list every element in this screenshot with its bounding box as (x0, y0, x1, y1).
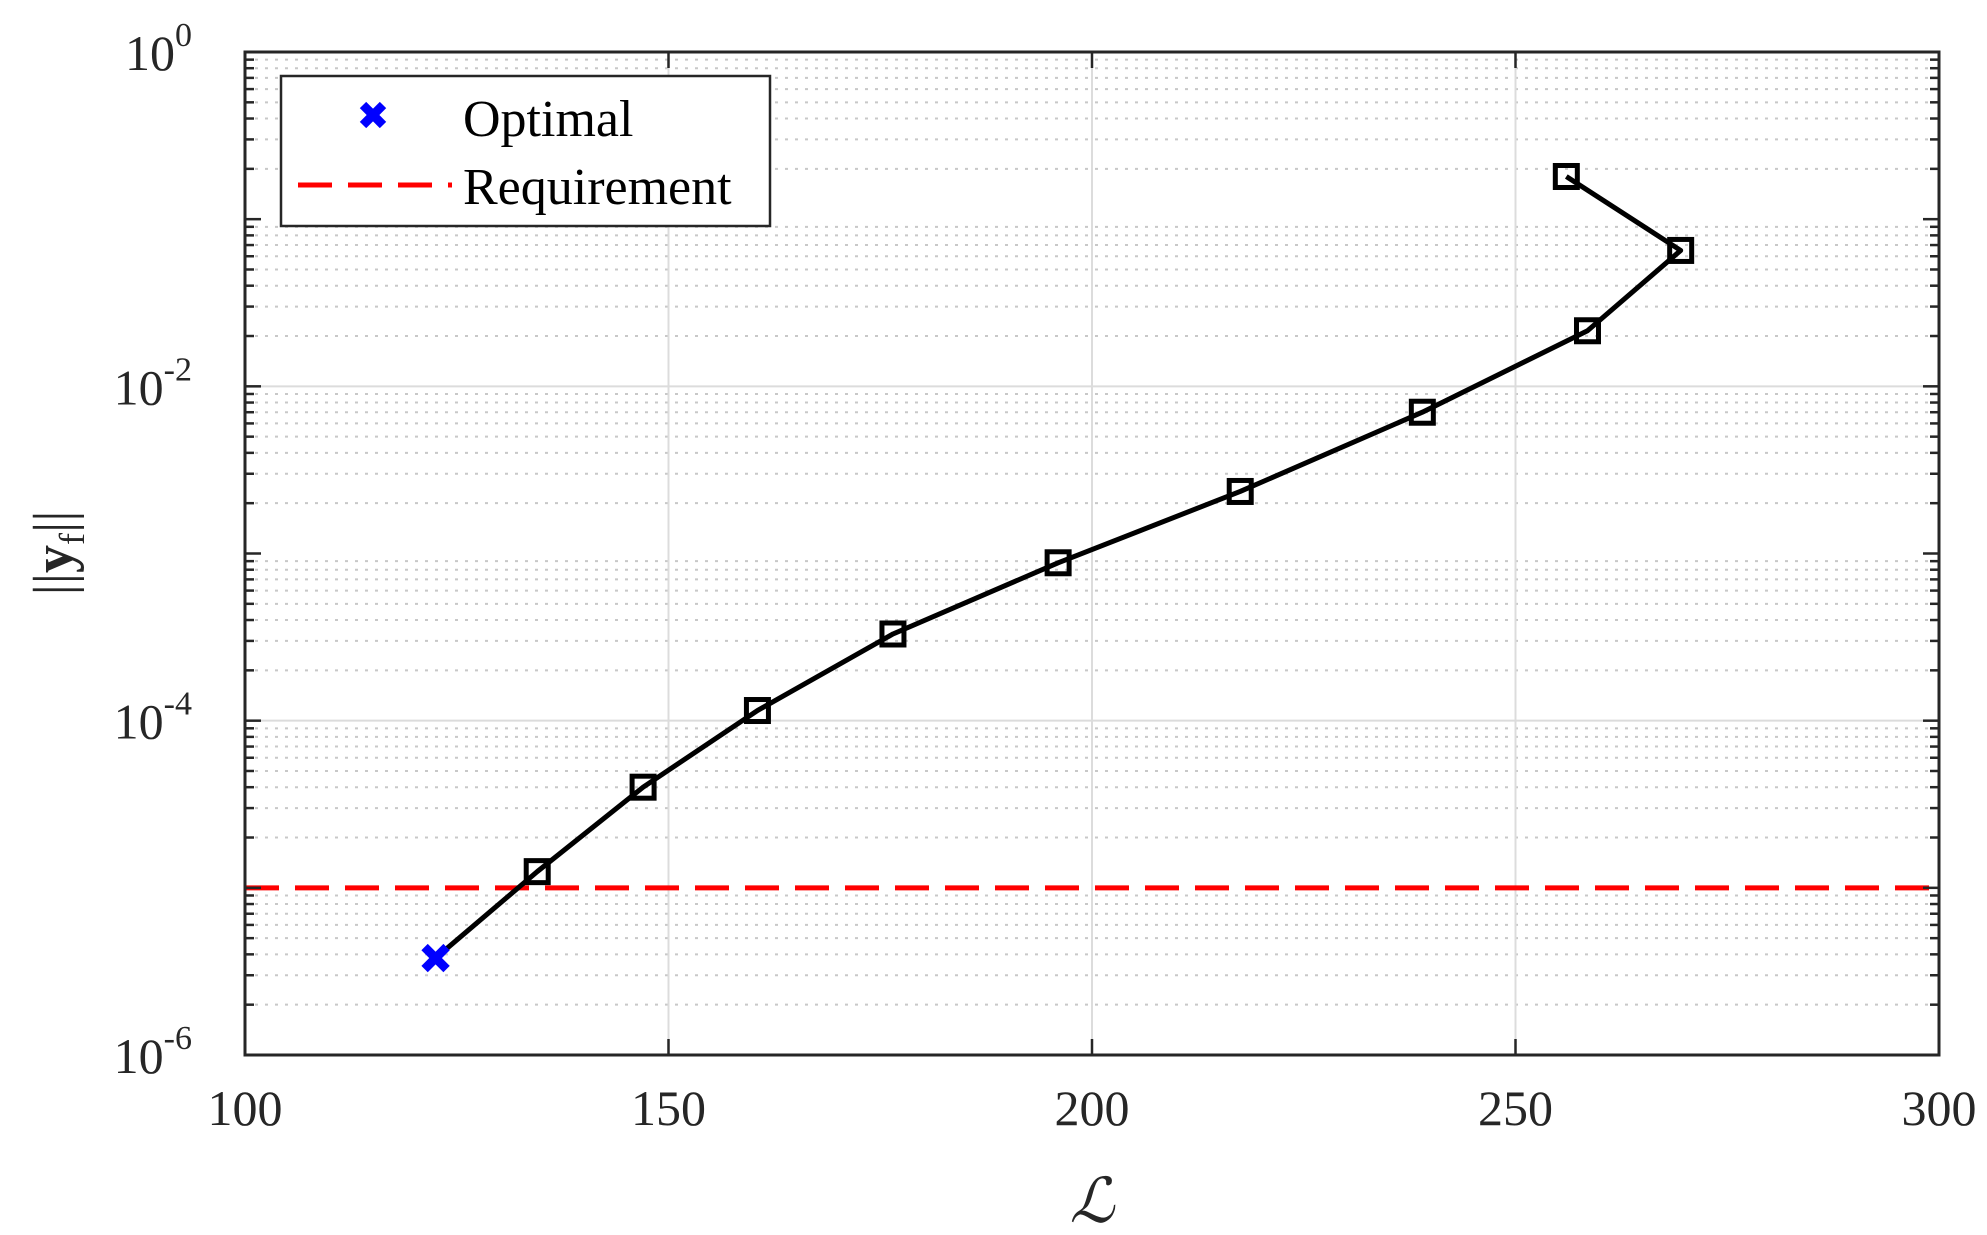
x-tick-label: 200 (1055, 1080, 1130, 1136)
y-axis-label-base: y (23, 545, 85, 573)
y-tick-label: 10-4 (114, 686, 192, 750)
x-tick-labels: 100 150 200 250 300 (208, 1080, 1977, 1136)
optimal-marker (421, 943, 450, 973)
y-tick-labels: 10-6 10-4 10-2 100 (114, 17, 192, 1084)
y-axis-label-open: || (23, 573, 85, 595)
axis-ticks (243, 50, 1941, 1057)
series-layer (433, 162, 1695, 960)
series-marker (1408, 398, 1436, 426)
optimal-layer (421, 943, 450, 973)
y-tick-label: 10-2 (114, 351, 192, 415)
legend-marker-optimal (359, 101, 387, 129)
series-marker (523, 858, 551, 886)
series-marker (1573, 317, 1601, 345)
series-line (433, 174, 1684, 960)
x-tick-label: 100 (208, 1080, 283, 1136)
y-tick-label: 10-6 (114, 1020, 192, 1084)
y-axis-label-close: || (23, 511, 85, 533)
series-marker (1226, 477, 1254, 505)
y-axis-label-sub: f (52, 533, 92, 545)
series-marker (879, 620, 907, 648)
legend-box (279, 74, 772, 228)
series-marker (1552, 162, 1580, 190)
legend-label-optimal: Optimal (463, 91, 633, 148)
legend-label-requirement: Requirement (463, 159, 732, 216)
x-tick-label: 300 (1902, 1080, 1977, 1136)
series-marker (629, 773, 657, 801)
series-marker (743, 697, 771, 725)
series-marker (1044, 549, 1072, 577)
x-tick-label: 250 (1478, 1080, 1553, 1136)
y-tick-label: 100 (125, 17, 192, 81)
x-axis-label: ℒ (1070, 1168, 1116, 1235)
x-tick-label: 150 (631, 1080, 706, 1136)
legend: Optimal Requirement (279, 74, 772, 228)
y-axis-label: ||yf|| (23, 511, 92, 596)
series-marker (1667, 236, 1695, 264)
